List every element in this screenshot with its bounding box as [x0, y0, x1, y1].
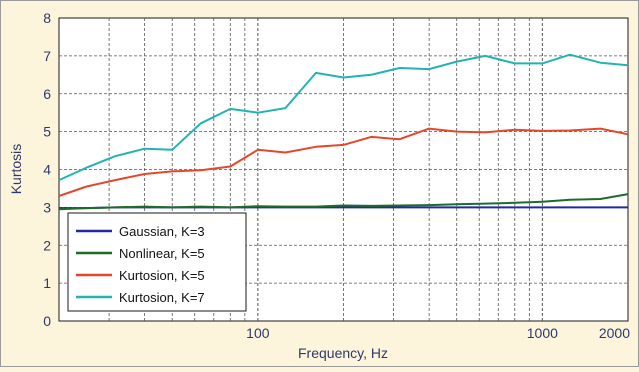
y-tick-label: 7 — [43, 48, 51, 64]
y-axis-ticks: 0 1 2 3 4 5 6 7 8 — [43, 10, 51, 329]
x-tick-label: 100 — [246, 325, 270, 341]
y-tick-label: 5 — [43, 124, 51, 140]
y-tick-label: 2 — [43, 237, 51, 253]
series-line-3 — [58, 127, 629, 197]
y-axis-label: Kurtosis — [8, 144, 24, 195]
x-axis-label: Frequency, Hz — [298, 345, 388, 361]
y-tick-label: 1 — [43, 275, 51, 291]
series-line-4 — [58, 53, 629, 182]
legend-label: Kurtosion, K=7 — [119, 290, 205, 305]
y-tick-label: 0 — [43, 313, 51, 329]
legend-label: Gaussian, K=3 — [119, 224, 205, 239]
y-tick-label: 3 — [43, 199, 51, 215]
legend-label: Kurtosion, K=5 — [119, 268, 205, 283]
legend-label: Nonlinear, K=5 — [119, 246, 205, 261]
legend-box — [67, 212, 247, 312]
series-lines — [58, 53, 629, 211]
x-axis-ticks: 100 1000 2000 — [246, 325, 630, 341]
x-tick-label: 2000 — [599, 325, 630, 341]
y-tick-label: 8 — [43, 10, 51, 26]
series-line-2 — [58, 193, 629, 211]
y-tick-label: 4 — [43, 162, 51, 178]
legend: Gaussian, K=3 Nonlinear, K=5 Kurtosion, K=… — [67, 212, 247, 312]
y-tick-label: 6 — [43, 86, 51, 102]
x-tick-label: 1000 — [527, 325, 558, 341]
